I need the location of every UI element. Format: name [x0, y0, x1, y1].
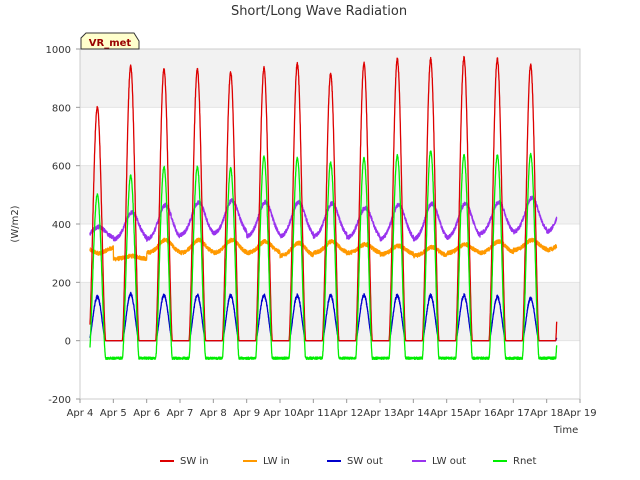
- y-axis-ticks: -200 0 200 400 600 800 1000: [46, 45, 80, 406]
- x-tick-label: Apr 11: [297, 408, 330, 419]
- x-tick-label: Apr 4: [67, 408, 94, 419]
- x-tick-label: Apr 10: [263, 408, 296, 419]
- legend-label: LW in: [263, 456, 290, 467]
- legend-label: Rnet: [513, 456, 536, 467]
- legend-label: LW out: [432, 456, 466, 467]
- y-tick-label: -200: [48, 395, 71, 406]
- x-tick-label: Apr 12: [330, 408, 363, 419]
- x-tick-label: Apr 5: [100, 408, 127, 419]
- y-tick-label: 0: [65, 337, 71, 348]
- y-tick-label: 600: [52, 162, 71, 173]
- x-tick-label: Apr 9: [233, 408, 260, 419]
- legend: SW in LW in SW out LW out Rnet: [160, 456, 536, 467]
- x-tick-label: Apr 19: [563, 408, 596, 419]
- badge-shape: [80, 32, 140, 50]
- series-line-rnet: [89, 150, 558, 360]
- legend-label: SW in: [180, 456, 209, 467]
- x-tick-label: Apr 18: [530, 408, 563, 419]
- background-band: [80, 282, 580, 341]
- x-tick-label: Apr 8: [200, 408, 227, 419]
- x-tick-label: Apr 15: [430, 408, 463, 419]
- x-tick-label: Apr 6: [133, 408, 160, 419]
- legend-item-sw-out: SW out: [327, 456, 383, 467]
- series-line-sw-in: [89, 55, 558, 342]
- x-tick-label: Apr 7: [167, 408, 194, 419]
- legend-item-lw-out: LW out: [412, 456, 466, 467]
- legend-item-lw-in: LW in: [243, 456, 290, 467]
- y-tick-label: 800: [52, 103, 71, 114]
- series-line-lw-out: [89, 195, 558, 242]
- x-tick-label: Apr 16: [463, 408, 496, 419]
- series-layer: [89, 55, 558, 360]
- x-tick-label: Apr 14: [397, 408, 430, 419]
- station-badge: VR_met: [80, 32, 140, 50]
- y-axis-label: (W/m2): [10, 205, 21, 242]
- chart-title: Short/Long Wave Radiation: [231, 4, 407, 19]
- legend-label: SW out: [347, 456, 383, 467]
- x-tick-label: Apr 13: [363, 408, 396, 419]
- x-axis-label: Time: [553, 425, 578, 436]
- badge-label: VR_met: [89, 38, 132, 49]
- y-tick-label: 400: [52, 220, 71, 231]
- legend-item-sw-in: SW in: [160, 456, 209, 467]
- x-tick-label: Apr 17: [497, 408, 530, 419]
- y-tick-label: 200: [52, 278, 71, 289]
- y-tick-label: 1000: [46, 45, 71, 56]
- legend-item-rnet: Rnet: [493, 456, 536, 467]
- x-axis-ticks: Apr 4 Apr 5 Apr 6 Apr 7 Apr 8 Apr 9 Apr 10 Apr …: [67, 399, 597, 419]
